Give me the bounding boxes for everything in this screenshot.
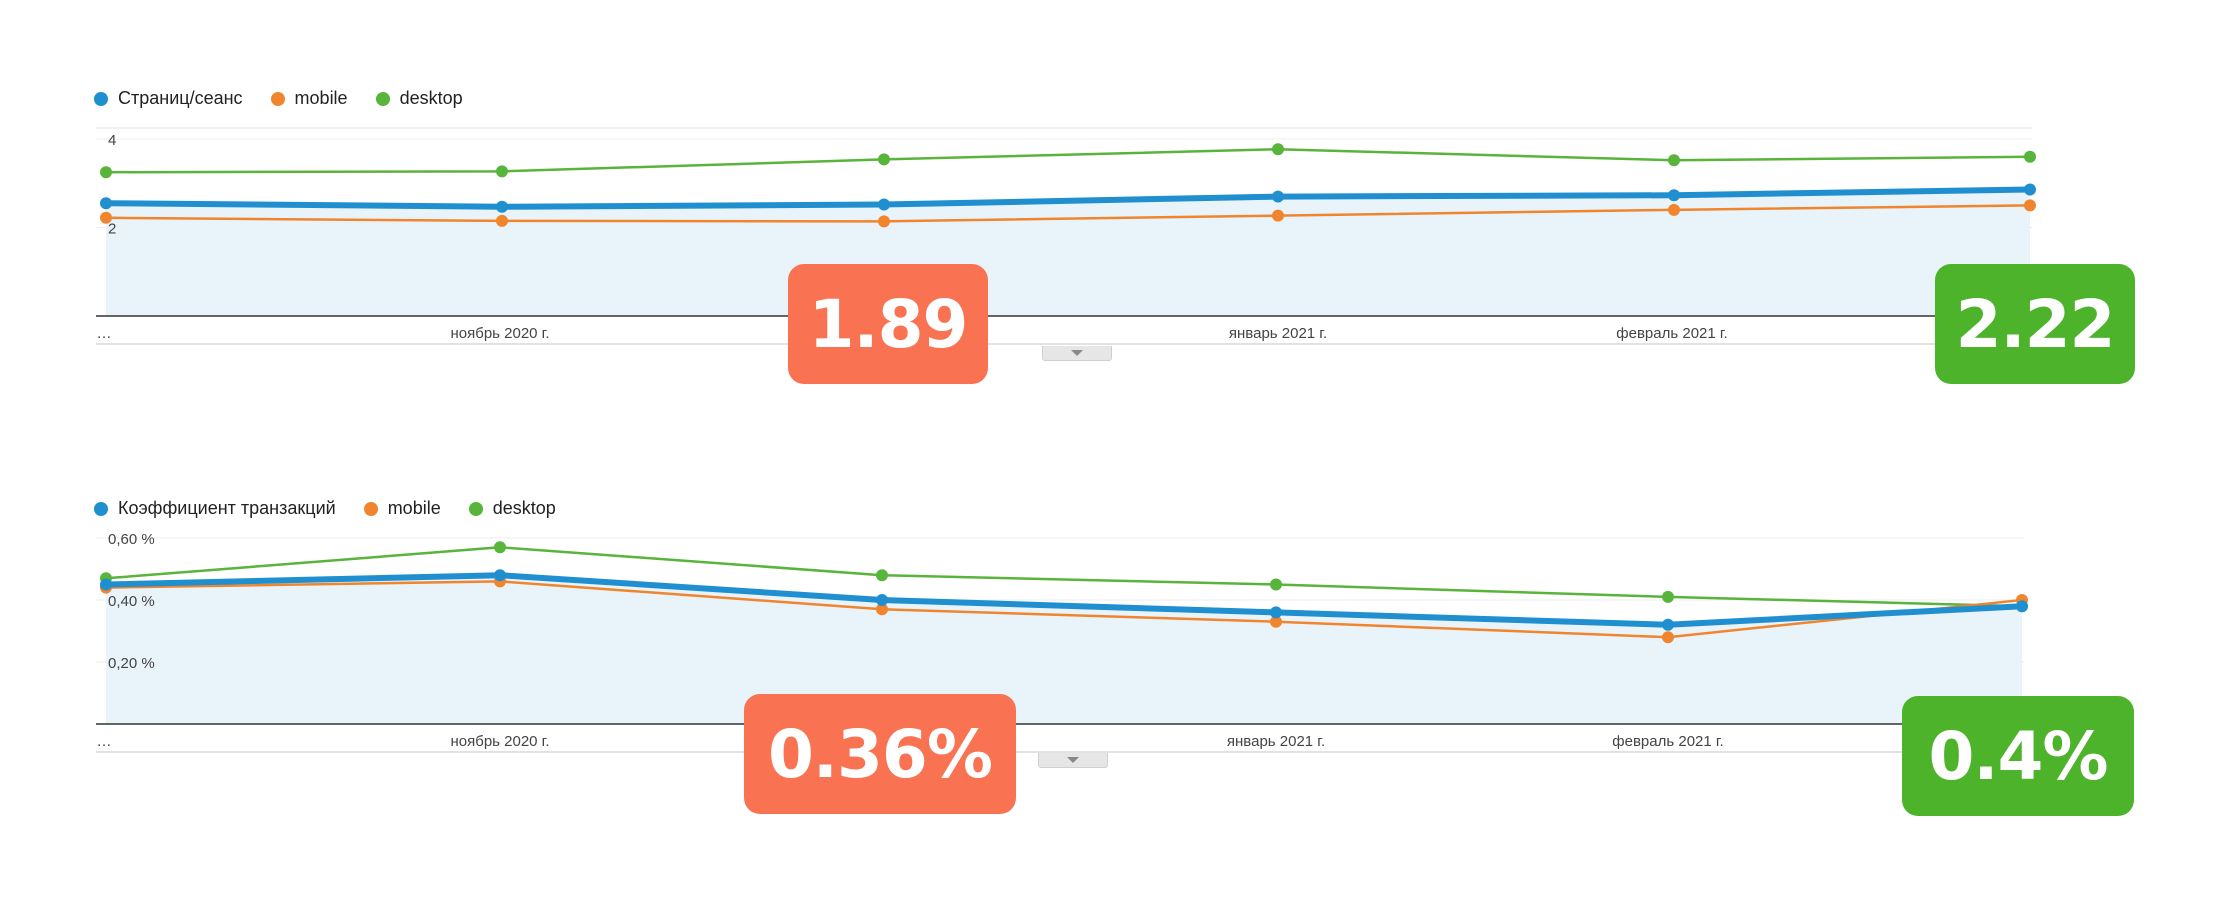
data-point-primary: [876, 594, 888, 606]
data-point-desktop: [1272, 143, 1284, 156]
x-tick-label: …: [97, 325, 112, 342]
data-point-mobile: [1668, 203, 1680, 216]
series-line-primary: [105, 186, 2031, 210]
line-chart-pages-per-session: 4 2 … ноябрь 2020 г. январь 2021 г. февраль 2…: [96, 127, 2040, 345]
chart-legend: Страниц/сеанс mobile desktop: [94, 88, 463, 109]
legend-dot-primary: [94, 91, 108, 106]
data-point-primary: [100, 578, 112, 591]
data-point-desktop: [1270, 578, 1282, 591]
data-point-mobile: [878, 215, 890, 228]
data-point-desktop: [1662, 590, 1674, 603]
legend-item-mobile[interactable]: mobile: [270, 88, 348, 109]
primary-area-fill: [106, 575, 2022, 724]
series-line-mobile: [105, 580, 2023, 639]
legend-label: mobile: [294, 88, 348, 108]
y-tick-label: 0,40 %: [108, 593, 155, 610]
y-tick-label: 2: [108, 221, 116, 238]
series-line-desktop: [105, 546, 2023, 608]
series-line-desktop: [105, 147, 2031, 174]
x-tick-label: февраль 2021 г.: [1616, 325, 1727, 342]
legend-label: Страниц/сеанс: [118, 88, 243, 108]
legend-dot-mobile: [270, 91, 285, 106]
legend-item-mobile[interactable]: mobile: [363, 498, 441, 519]
data-point-desktop: [1668, 154, 1680, 167]
collapse-handle[interactable]: [1042, 346, 1112, 361]
data-point-primary: [2024, 183, 2036, 196]
value-badge-before: 0.36%: [744, 694, 1016, 814]
legend-item-desktop[interactable]: desktop: [468, 498, 556, 519]
legend-item-desktop[interactable]: desktop: [375, 88, 463, 109]
chart-panel-transaction-rate: Коэффициент транзакций mobile desktop 0,…: [0, 490, 2220, 820]
data-point-primary: [1270, 606, 1282, 619]
data-point-mobile: [1662, 631, 1674, 644]
value-badge-after: 0.4%: [1902, 696, 2134, 816]
data-point-desktop: [494, 541, 506, 554]
y-tick-label: 0,20 %: [108, 655, 155, 672]
data-point-mobile: [1272, 209, 1284, 222]
legend-dot-primary: [94, 501, 108, 516]
x-tick-label: январь 2021 г.: [1227, 733, 1325, 750]
data-point-primary: [1662, 618, 1674, 631]
legend-label: desktop: [492, 498, 556, 518]
data-point-desktop: [876, 569, 888, 582]
data-point-desktop: [878, 153, 890, 166]
legend-label: mobile: [387, 498, 441, 518]
legend-item-transaction-rate[interactable]: Коэффициент транзакций: [94, 498, 336, 519]
chart-legend: Коэффициент транзакций mobile desktop: [94, 498, 556, 519]
data-point-mobile: [100, 211, 112, 224]
data-point-mobile: [496, 214, 508, 227]
legend-dot-mobile: [363, 501, 378, 516]
chart-panel-pages-per-session: Страниц/сеанс mobile desktop 4 2 … ноябрь 2…: [0, 80, 2220, 400]
value-badge-after: 2.22: [1935, 264, 2135, 384]
series-line-mobile: [105, 204, 2031, 223]
x-tick-label: январь 2021 г.: [1229, 325, 1327, 342]
data-point-mobile: [876, 603, 888, 616]
legend-label: desktop: [399, 88, 463, 108]
data-point-primary: [1668, 189, 1680, 202]
data-point-desktop: [2024, 150, 2036, 163]
data-point-primary: [878, 198, 890, 211]
legend-label: Коэффициент транзакций: [118, 498, 336, 518]
data-point-desktop: [100, 166, 112, 179]
series-line-primary: [105, 572, 2023, 628]
value-badge-before: 1.89: [788, 264, 988, 384]
data-point-primary: [2016, 600, 2028, 613]
data-point-primary: [100, 197, 112, 210]
legend-dot-desktop: [375, 91, 390, 106]
data-point-primary: [1272, 190, 1284, 203]
data-point-mobile: [1270, 615, 1282, 628]
collapse-handle[interactable]: [1038, 753, 1108, 768]
x-tick-label: …: [97, 733, 112, 750]
data-point-mobile: [2024, 199, 2036, 212]
data-point-primary: [494, 569, 506, 582]
data-point-desktop: [496, 165, 508, 178]
legend-item-pages-per-session[interactable]: Страниц/сеанс: [94, 88, 243, 109]
x-tick-label: ноябрь 2020 г.: [450, 325, 549, 342]
y-tick-label: 0,60 %: [108, 531, 155, 548]
legend-dot-desktop: [468, 501, 483, 516]
x-tick-label: февраль 2021 г.: [1612, 733, 1723, 750]
y-tick-label: 4: [108, 132, 116, 149]
line-chart-transaction-rate: 0,60 % 0,40 % 0,20 % … ноябрь 2020 г. январь …: [96, 531, 2040, 753]
data-point-primary: [496, 200, 508, 213]
x-tick-label: ноябрь 2020 г.: [450, 733, 549, 750]
